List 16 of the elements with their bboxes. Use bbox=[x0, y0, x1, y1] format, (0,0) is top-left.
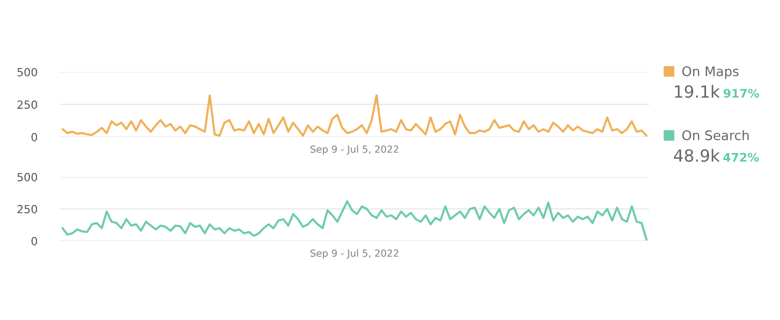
y-tick-label: 250 bbox=[17, 100, 38, 109]
y-tick-label: 250 bbox=[17, 204, 38, 214]
line-series bbox=[61, 94, 648, 137]
x-axis-title: Sep 9 - Jul 5, 2022 bbox=[310, 145, 398, 155]
y-tick-label: 0 bbox=[32, 236, 38, 246]
text: 472% bbox=[723, 152, 759, 162]
line-series bbox=[61, 200, 648, 241]
text: 48.9k bbox=[674, 148, 720, 162]
text: 917% bbox=[724, 88, 760, 98]
y-tick-label: 500 bbox=[17, 68, 38, 76]
legend-label: On Maps bbox=[682, 66, 739, 79]
y-tick-label: 500 bbox=[17, 172, 38, 182]
y-tick-label: 0 bbox=[32, 132, 38, 142]
legend-label: On Search bbox=[682, 130, 749, 140]
x-axis-title: Sep 9 - Jul 5, 2022 bbox=[310, 249, 398, 259]
text: 19.1k bbox=[674, 84, 720, 98]
